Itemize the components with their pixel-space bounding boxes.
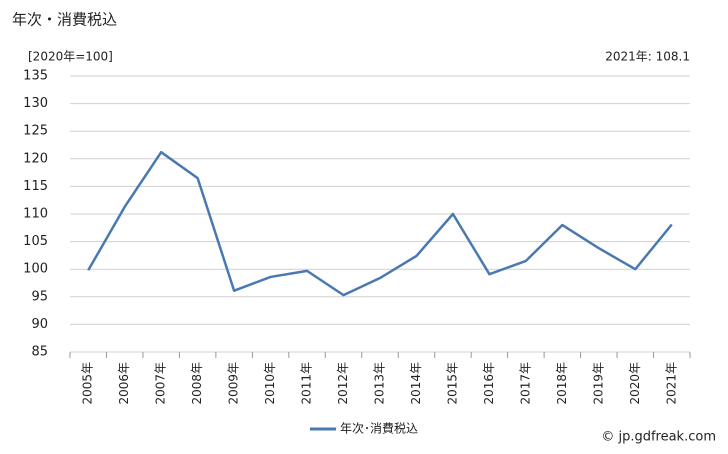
x-tick-label: 2015年 — [445, 362, 459, 405]
y-tick-label: 115 — [23, 179, 48, 194]
y-tick-label: 135 — [23, 69, 48, 84]
x-tick-label: 2007年 — [154, 362, 168, 405]
y-tick-label: 125 — [23, 124, 48, 139]
y-tick-label: 90 — [31, 317, 48, 332]
x-tick-label: 2011年 — [300, 362, 314, 405]
source: © jp.gdfreak.com — [601, 430, 716, 445]
annotation: 2021年: 108.1 — [605, 50, 690, 64]
x-tick-label: 2018年 — [555, 362, 569, 405]
x-tick-label: 2005年 — [81, 362, 95, 405]
y-tick-label: 130 — [23, 96, 48, 111]
chart-title: 年次・消費税込 — [12, 11, 117, 29]
x-tick-label: 2017年 — [518, 362, 532, 405]
x-tick-label: 2008年 — [190, 362, 204, 405]
x-tick-label: 2020年 — [628, 362, 642, 405]
x-tick-label: 2010年 — [263, 362, 277, 405]
legend-label: 年次･消費税込 — [340, 421, 418, 436]
x-tick-label: 2012年 — [336, 362, 350, 405]
x-tick-label: 2021年 — [664, 362, 678, 405]
x-tick-label: 2016年 — [482, 362, 496, 405]
y-tick-label: 85 — [31, 345, 48, 360]
x-tick-label: 2014年 — [409, 362, 423, 405]
x-tick-label: 2006年 — [117, 362, 131, 405]
y-tick-label: 120 — [23, 151, 48, 166]
x-tick-label: 2019年 — [591, 362, 605, 405]
y-tick-label: 110 — [23, 207, 48, 222]
x-tick-label: 2009年 — [227, 362, 241, 405]
y-unit-label: [2020年=100] — [28, 50, 113, 64]
x-tick-label: 2013年 — [373, 362, 387, 405]
y-tick-label: 95 — [31, 289, 48, 304]
y-tick-label: 100 — [23, 262, 48, 277]
y-tick-label: 105 — [23, 234, 48, 249]
line — [87, 150, 673, 297]
